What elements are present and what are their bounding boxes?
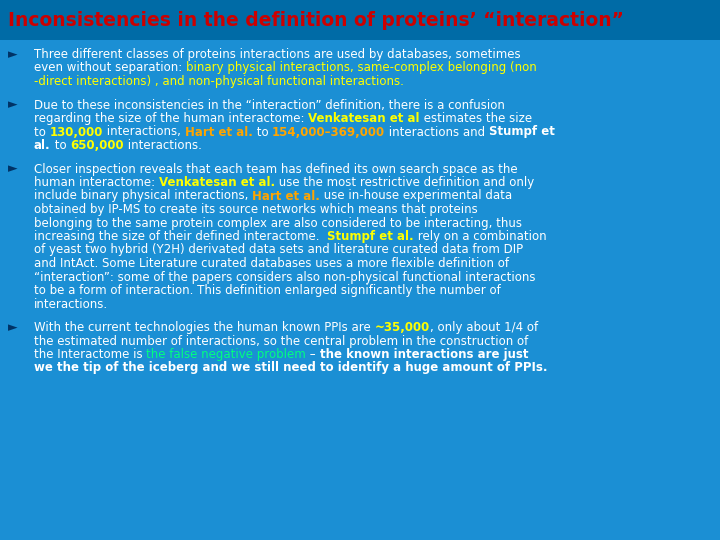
Text: to: to: [50, 139, 70, 152]
Text: Due to these inconsistencies in the “interaction” definition, there is a confusi: Due to these inconsistencies in the “int…: [34, 98, 505, 111]
Text: ►: ►: [8, 163, 17, 176]
Text: ~35,000: ~35,000: [374, 321, 430, 334]
Text: the Interactome is: the Interactome is: [34, 348, 146, 361]
Text: interactions.: interactions.: [124, 139, 202, 152]
Text: use the most restrictive definition and only: use the most restrictive definition and …: [275, 176, 534, 189]
Text: Inconsistencies in the definition of proteins’ “interaction”: Inconsistencies in the definition of pro…: [8, 10, 624, 30]
Text: Stumpf et: Stumpf et: [489, 125, 554, 138]
Text: 650,000: 650,000: [70, 139, 124, 152]
Text: Venkatesan et al.: Venkatesan et al.: [159, 176, 275, 189]
Text: Closer inspection reveals that each team has defined its own search space as the: Closer inspection reveals that each team…: [34, 163, 518, 176]
Text: to be a form of interaction. This definition enlarged significantly the number o: to be a form of interaction. This defini…: [34, 284, 500, 297]
Text: 130,000: 130,000: [50, 125, 103, 138]
Text: Stumpf et al.: Stumpf et al.: [327, 230, 413, 243]
Text: “interaction”: some of the papers considers also non-physical functional interac: “interaction”: some of the papers consid…: [34, 271, 536, 284]
Text: the estimated number of interactions, so the central problem in the construction: the estimated number of interactions, so…: [34, 334, 528, 348]
Text: we the tip of the iceberg and we still need to identify a huge amount of PPIs.: we the tip of the iceberg and we still n…: [34, 361, 547, 375]
Text: estimates the size: estimates the size: [420, 112, 532, 125]
Text: binary physical interactions, same-complex belonging (non: binary physical interactions, same-compl…: [186, 62, 536, 75]
Text: Hart et al.: Hart et al.: [252, 190, 320, 202]
Text: –: –: [306, 348, 320, 361]
Text: ►: ►: [8, 321, 17, 334]
Text: Three different classes of proteins interactions are used by databases, sometime: Three different classes of proteins inte…: [34, 48, 521, 61]
Text: Hart et al.: Hart et al.: [184, 125, 253, 138]
Text: rely on a combination: rely on a combination: [413, 230, 546, 243]
Text: and IntAct. Some Literature curated databases uses a more flexible definition of: and IntAct. Some Literature curated data…: [34, 257, 509, 270]
Text: include binary physical interactions,: include binary physical interactions,: [34, 190, 252, 202]
Text: to: to: [34, 125, 50, 138]
Text: ►: ►: [8, 48, 17, 61]
Text: 154,000–369,000: 154,000–369,000: [272, 125, 385, 138]
Text: interactions,: interactions,: [103, 125, 184, 138]
Text: interactions and: interactions and: [385, 125, 489, 138]
Text: ►: ►: [8, 98, 17, 111]
Text: the false negative problem: the false negative problem: [146, 348, 306, 361]
Text: regarding the size of the human interactome:: regarding the size of the human interact…: [34, 112, 308, 125]
Text: even without separation:: even without separation:: [34, 62, 186, 75]
Text: With the current technologies the human known PPIs are: With the current technologies the human …: [34, 321, 374, 334]
Text: human interactome:: human interactome:: [34, 176, 159, 189]
Text: use in-house experimental data: use in-house experimental data: [320, 190, 512, 202]
Text: obtained by IP-MS to create its source networks which means that proteins: obtained by IP-MS to create its source n…: [34, 203, 478, 216]
Text: Venkatesan et al: Venkatesan et al: [308, 112, 420, 125]
Text: -direct interactions) , and non-physical functional interactions.: -direct interactions) , and non-physical…: [34, 75, 404, 88]
Bar: [0, 0, 720, 40]
Text: , only about 1/4 of: , only about 1/4 of: [430, 321, 538, 334]
Text: interactions.: interactions.: [34, 298, 108, 310]
Text: to: to: [253, 125, 272, 138]
Text: belonging to the same protein complex are also considered to be interacting, thu: belonging to the same protein complex ar…: [34, 217, 522, 230]
Text: increasing the size of their defined interactome.: increasing the size of their defined int…: [34, 230, 327, 243]
Text: of yeast two hybrid (Y2H) derivated data sets and literature curated data from D: of yeast two hybrid (Y2H) derivated data…: [34, 244, 523, 256]
Text: al.: al.: [34, 139, 50, 152]
Text: the known interactions are just: the known interactions are just: [320, 348, 528, 361]
